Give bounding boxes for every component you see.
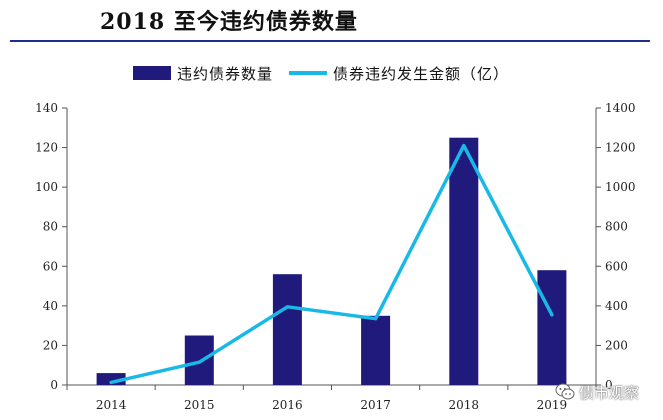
x-label-2018: 2018 [449,398,480,412]
right-tick-label: 1200 [605,141,636,155]
line-series [109,143,554,385]
left-tick-label: 20 [43,338,58,352]
legend: 违约债券数量 债券违约发生金额（亿） [133,65,509,83]
bar-2018 [449,137,479,385]
title-divider [10,40,650,42]
watermark: 债市观察 [555,380,639,404]
right-tick-label: 1400 [605,101,636,115]
axes: 0204060801001201400200400600800100012001… [35,101,635,392]
left-tick-label: 0 [50,378,58,392]
x-label-2016: 2016 [272,398,303,412]
bar-series [96,137,567,386]
right-tick-label: 600 [605,259,628,273]
left-tick-label: 60 [43,259,58,273]
x-label-2014: 2014 [96,398,127,412]
watermark-text: 债市观察 [579,383,640,402]
x-label-2017: 2017 [360,398,391,412]
x-axis-labels: 2014 2015 2016 2017 2018 2019 [96,398,567,412]
right-tick-label: 1000 [605,180,636,194]
x-label-2015: 2015 [184,398,215,412]
bar-2016 [272,274,302,385]
amount-line [109,143,554,385]
bar-2014 [96,373,126,385]
left-tick-label: 100 [35,180,58,194]
wechat-icon [555,383,575,401]
bar-2019 [537,270,567,385]
right-tick-label: 800 [605,220,628,234]
left-tick-label: 80 [43,220,58,234]
right-tick-label: 0 [605,378,613,392]
right-tick-label: 400 [605,299,628,313]
left-tick-label: 40 [43,299,58,313]
legend-bar-label: 违约债券数量 [177,65,273,83]
legend-line-label: 债券违约发生金额（亿） [333,65,509,83]
legend-bar-swatch [133,66,171,80]
chart-title: 2018 至今违约债券数量 [100,9,358,35]
left-tick-label: 140 [35,101,58,115]
x-label-2019: 2019 [537,398,568,412]
left-tick-label: 120 [35,141,58,155]
bar-2017 [361,315,391,386]
right-tick-label: 200 [605,338,628,352]
